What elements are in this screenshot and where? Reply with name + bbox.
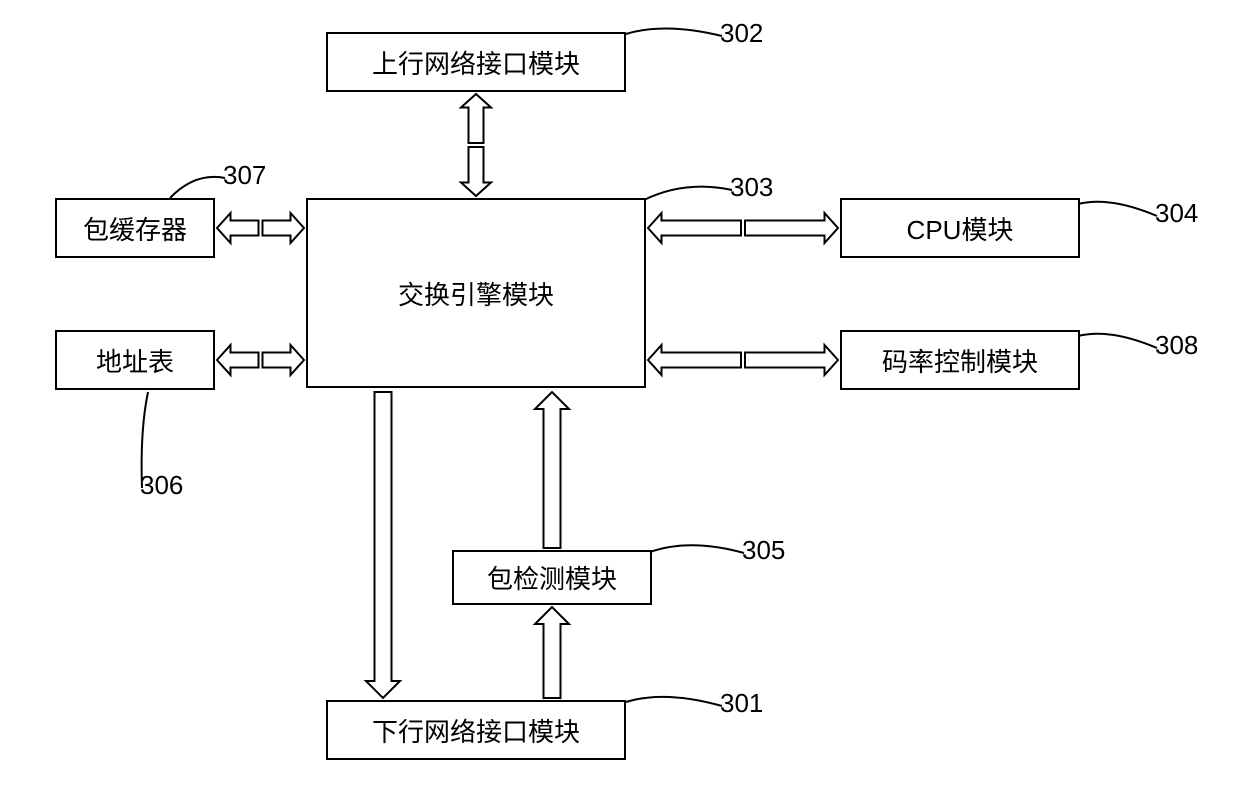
- arrow-a_302_303: [461, 94, 491, 196]
- arrow-a_303_304: [648, 213, 838, 243]
- arrow-a_303_308: [648, 345, 838, 375]
- ref-label-304: 304: [1155, 198, 1198, 229]
- leader-r302: [626, 28, 722, 36]
- arrow-a_307_303: [217, 213, 304, 243]
- arrow-a_303_301_down: [366, 392, 400, 698]
- arrow-a_305_303_up: [535, 392, 569, 548]
- ref-label-306: 306: [140, 470, 183, 501]
- ref-label-305: 305: [742, 535, 785, 566]
- ref-label-302: 302: [720, 18, 763, 49]
- leader-r305: [650, 545, 744, 553]
- ref-label-301: 301: [720, 688, 763, 719]
- ref-label-307: 307: [223, 160, 266, 191]
- arrows-layer: [0, 0, 1240, 802]
- ref-label-308: 308: [1155, 330, 1198, 361]
- leader-r307: [170, 177, 225, 198]
- arrow-a_301_305_up: [535, 607, 569, 698]
- arrow-a_306_303: [217, 345, 304, 375]
- ref-label-303: 303: [730, 172, 773, 203]
- leader-r308: [1078, 334, 1157, 348]
- leader-r301: [626, 697, 722, 706]
- leader-r303: [644, 187, 732, 200]
- leader-r304: [1078, 202, 1157, 216]
